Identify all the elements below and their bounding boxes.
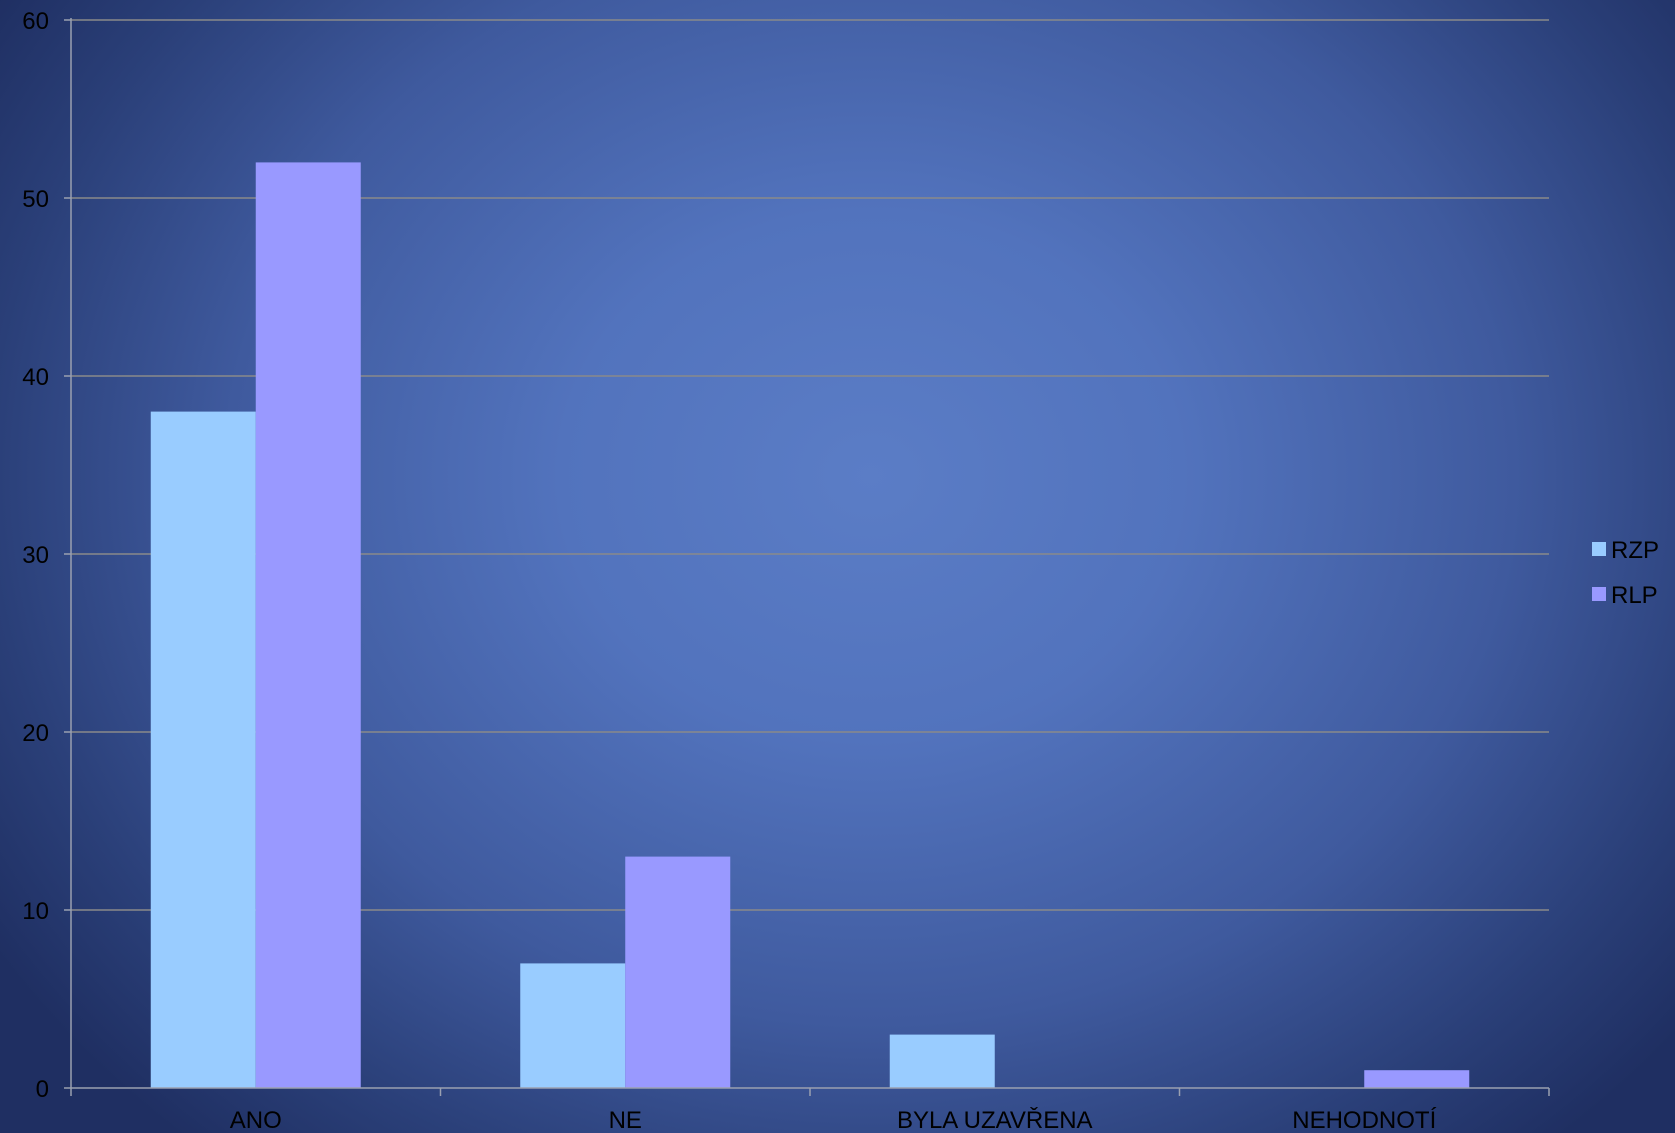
bar-rlp-3: [1364, 1070, 1470, 1088]
x-axis-ticks: ANO NE BYLA UZAVŘENA NEHODNOTÍ: [70, 1088, 1550, 1133]
x-tick-label: BYLA UZAVŘENA: [897, 1107, 1093, 1133]
y-tick-label: 10: [22, 898, 49, 925]
bar-rlp-0: [255, 162, 361, 1088]
bar-rzp-1: [520, 963, 626, 1088]
y-tick-label: 0: [36, 1076, 49, 1103]
y-tick-label: 50: [22, 186, 49, 213]
legend-label-rlp: RLP: [1611, 582, 1658, 609]
x-tick-label: NEHODNOTÍ: [1292, 1107, 1436, 1133]
x-tick-label: ANO: [230, 1107, 282, 1133]
legend-swatch-rzp: [1592, 542, 1606, 556]
y-tick-label: 20: [22, 720, 49, 747]
bars: [150, 162, 1470, 1089]
y-axis-ticks: 0 10 20 30 40 50 60: [22, 8, 71, 1103]
x-tick-label: NE: [609, 1107, 642, 1133]
legend: RZP RLP: [1592, 537, 1659, 609]
y-tick-label: 40: [22, 364, 49, 391]
legend-label-rzp: RZP: [1611, 537, 1659, 564]
bar-rzp-0: [150, 411, 256, 1089]
y-tick-label: 30: [22, 542, 49, 569]
legend-swatch-rlp: [1592, 587, 1606, 601]
bar-rzp-2: [889, 1034, 995, 1088]
y-tick-label: 60: [22, 8, 49, 35]
bar-rlp-1: [625, 856, 731, 1088]
